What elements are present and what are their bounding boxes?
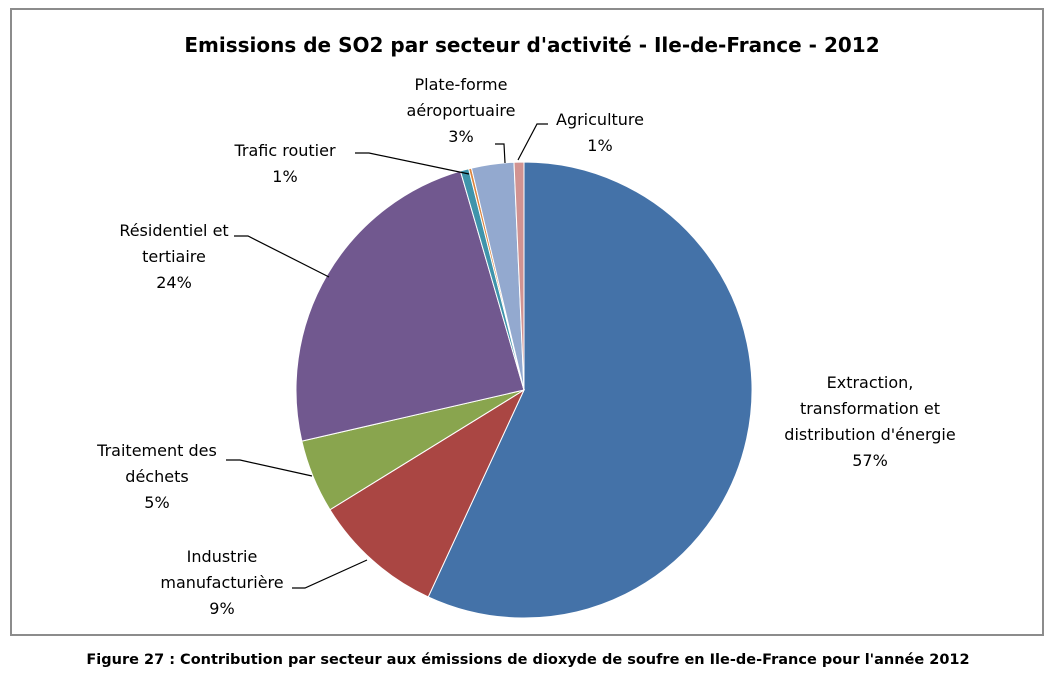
- pie-chart: Emissions de SO2 par secteur d'activité …: [96, 33, 956, 619]
- leader-lines: [226, 123, 548, 589]
- slice-label: aéroportuaire: [407, 101, 516, 120]
- slice-label: Résidentiel et: [119, 221, 228, 240]
- slice-label: Industrie: [187, 547, 258, 566]
- chart-frame: Emissions de SO2 par secteur d'activité …: [10, 8, 1044, 636]
- slice-label: manufacturière: [160, 573, 283, 592]
- slice-labels: Extraction, transformation et distribution…: [96, 75, 956, 618]
- leader-line: [234, 235, 330, 278]
- pie-slice: [295, 170, 525, 442]
- slice-value-label: 5%: [144, 493, 169, 512]
- slice-value-label: 24%: [156, 273, 192, 292]
- slice-label: Plate-forme: [415, 75, 508, 94]
- slice-label: tertiaire: [142, 247, 206, 266]
- slice-value-label: 57%: [852, 451, 888, 470]
- slice-label: Extraction,: [827, 373, 914, 392]
- slice-label: distribution d'énergie: [784, 425, 955, 444]
- figure-caption: Figure 27 : Contribution par secteur aux…: [86, 652, 970, 668]
- slice-value-label: 9%: [209, 599, 234, 618]
- slice-label: déchets: [125, 467, 188, 486]
- leader-line: [292, 559, 368, 589]
- leader-line: [495, 143, 506, 164]
- leader-line: [355, 152, 470, 175]
- slice-label: transformation et: [800, 399, 940, 418]
- leader-line: [517, 123, 548, 161]
- slice-label: Trafic routier: [233, 141, 335, 160]
- slice-label: Agriculture: [556, 110, 644, 129]
- slice-value-label: 1%: [587, 136, 612, 155]
- leader-line: [226, 459, 313, 477]
- pie-slice: [329, 388, 526, 598]
- slice-value-label: 3%: [448, 127, 473, 146]
- pie-slice: [513, 161, 525, 391]
- pie-slice: [427, 161, 753, 619]
- slice-label: Traitement des: [96, 441, 217, 460]
- pie-slices: [295, 161, 753, 619]
- slice-value-label: 1%: [272, 167, 297, 186]
- chart-title: Emissions de SO2 par secteur d'activité …: [184, 33, 879, 57]
